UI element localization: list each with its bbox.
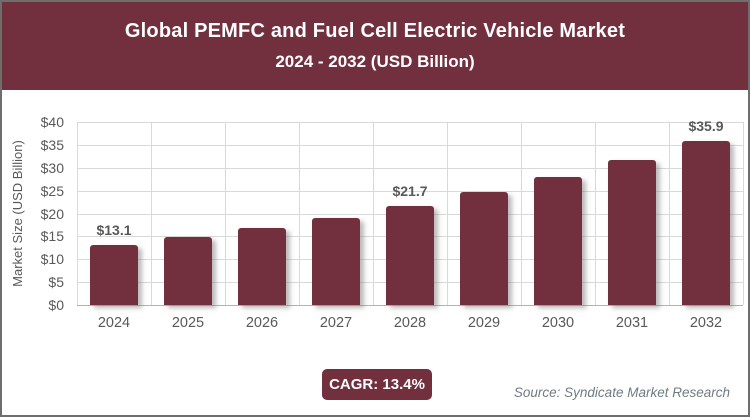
- x-tick-label-2025: 2025: [171, 315, 205, 331]
- bar-2032: [682, 141, 730, 305]
- v-gridline: [373, 122, 374, 305]
- bar-2028: [386, 206, 434, 305]
- x-tick-label-2029: 2029: [467, 315, 501, 331]
- h-gridline: [77, 191, 743, 192]
- v-gridline: [151, 122, 152, 305]
- y-tick-label: $0: [48, 297, 64, 313]
- v-gridline: [299, 122, 300, 305]
- y-tick-label: $15: [40, 228, 64, 244]
- v-gridline: [595, 122, 596, 305]
- x-tick-label-2031: 2031: [615, 315, 649, 331]
- source-credit: Source: Syndicate Market Research: [513, 385, 730, 400]
- bar-value-label-2028: $21.7: [392, 183, 428, 199]
- x-axis-line: [77, 305, 743, 306]
- x-tick-label-2024: 2024: [97, 315, 131, 331]
- chart-title-line2: 2024 - 2032 (USD Billion): [275, 52, 475, 71]
- bar-value-label-2032: $35.9: [688, 118, 724, 134]
- v-gridline: [447, 122, 448, 305]
- bar-2030: [534, 177, 582, 305]
- chart-header: Global PEMFC and Fuel Cell Electric Vehi…: [2, 2, 748, 90]
- bar-2026: [238, 228, 286, 305]
- y-axis-ticks: $40 $35 $30 $25 $20 $15 $10 $5 $0: [2, 114, 68, 313]
- x-tick-label-2027: 2027: [319, 315, 353, 331]
- h-gridline: [77, 122, 743, 123]
- v-gridline: [669, 122, 670, 305]
- bar-value-label-2024: $13.1: [96, 222, 132, 238]
- y-tick-label: $25: [40, 183, 64, 199]
- x-tick-label-2030: 2030: [541, 315, 575, 331]
- v-gridline: [743, 122, 744, 305]
- v-gridline: [225, 122, 226, 305]
- chart-title-line1: Global PEMFC and Fuel Cell Electric Vehi…: [124, 20, 626, 42]
- cagr-badge-label: CAGR: 13.4%: [329, 376, 425, 393]
- bar-2031: [608, 160, 656, 305]
- x-tick-label-2032: 2032: [689, 315, 723, 331]
- h-gridline: [77, 145, 743, 146]
- x-tick-label-2026: 2026: [245, 315, 279, 331]
- y-tick-label: $30: [40, 160, 64, 176]
- v-gridline: [77, 122, 78, 305]
- y-tick-label: $10: [40, 251, 64, 267]
- y-tick-label: $35: [40, 137, 64, 153]
- h-gridline: [77, 168, 743, 169]
- x-tick-label-2028: 2028: [393, 315, 427, 331]
- y-tick-label: $20: [40, 206, 64, 222]
- y-tick-label: $40: [40, 114, 64, 130]
- bar-2024: [90, 245, 138, 305]
- bar-2027: [312, 218, 360, 305]
- y-tick-label: $5: [48, 274, 64, 290]
- plot-area: $13.1 2024 2025 2026 2027 $21.7 2028 2029 2030 20…: [77, 118, 744, 331]
- bar-2029: [460, 192, 508, 305]
- bar-2025: [164, 237, 212, 305]
- v-gridline: [521, 122, 522, 305]
- cagr-badge: CAGR: 13.4%: [322, 369, 432, 400]
